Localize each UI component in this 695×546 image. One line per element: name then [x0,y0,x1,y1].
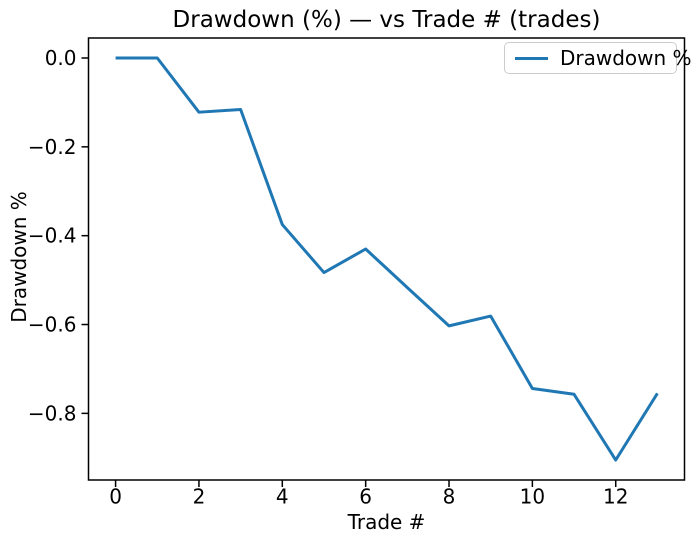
y-tick-label: 0.0 [45,46,77,70]
drawdown-line [115,56,659,462]
x-tick-label: 12 [603,485,628,509]
y-tick-label: −0.2 [28,135,77,159]
x-tick-label: 10 [520,485,545,509]
x-tick-label: 0 [109,485,122,509]
y-tick-label: −0.4 [28,224,77,248]
x-tick-label: 6 [359,485,372,509]
plot-border [87,37,686,481]
legend-label: Drawdown % [560,46,692,70]
y-tick-label: −0.8 [28,401,77,425]
y-tick-label: −0.6 [28,313,77,337]
x-tick-label: 2 [193,485,206,509]
legend-line-icon [515,56,548,60]
x-axis-label: Trade # [347,510,426,534]
chart-title: Drawdown (%) — vs Trade # (trades) [172,7,601,33]
x-tick-label: 8 [443,485,456,509]
legend: Drawdown % [504,42,692,74]
x-tick-label: 4 [276,485,289,509]
